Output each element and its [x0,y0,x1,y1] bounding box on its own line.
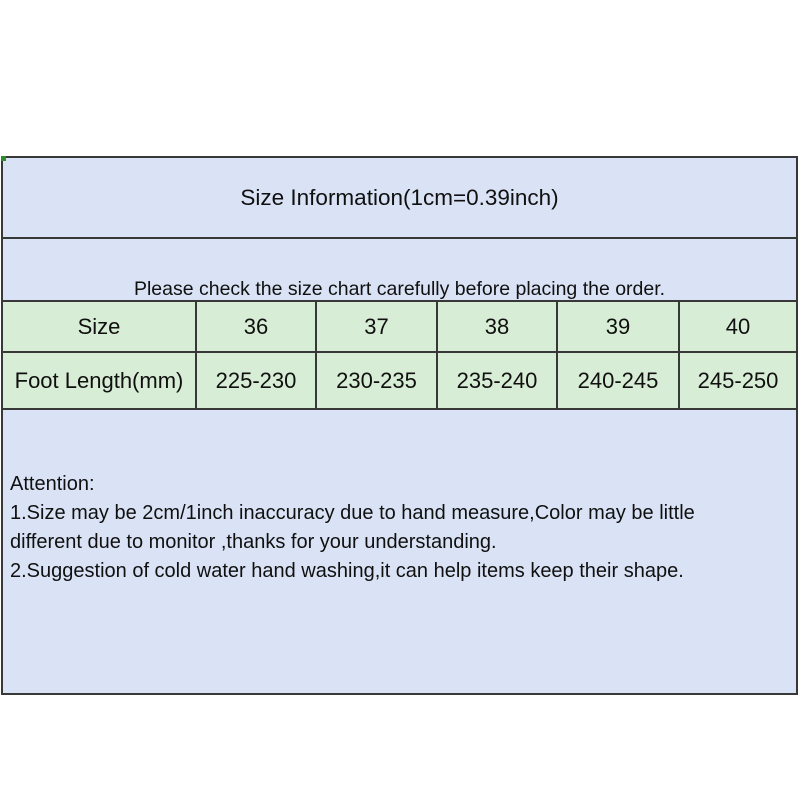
size-table: Size Information(1cm=0.39inch) Please ch… [0,156,799,695]
size-value-cell: 36 [195,300,317,353]
attention-row: Attention: 1.Size may be 2cm/1inch inacc… [0,408,799,695]
title-row: Size Information(1cm=0.39inch) [0,156,799,239]
attention-cell: Attention: 1.Size may be 2cm/1inch inacc… [0,408,799,695]
corner-artifact [1,156,6,161]
table-title: Size Information(1cm=0.39inch) [0,156,799,239]
foot-length-value-cell: 245-250 [677,351,799,410]
table-subtitle: Please check the size chart carefully be… [0,237,799,302]
size-row-label: Size [1,300,197,353]
attention-heading: Attention: [10,473,95,495]
foot-length-row-label: Foot Length(mm) [1,351,197,410]
foot-length-value-cell: 235-240 [436,351,558,410]
foot-length-value-cell: 230-235 [315,351,438,410]
size-value-cell: 37 [315,300,438,353]
attention-block: Attention: 1.Size may be 2cm/1inch inacc… [10,470,792,586]
attention-note-line: 1.Size may be 2cm/1inch inaccuracy due t… [10,502,695,524]
size-value-cell: 40 [677,300,799,353]
foot-length-value-cell: 240-245 [556,351,680,410]
size-row: Size 36 37 38 39 40 [1,300,799,353]
subtitle-row: Please check the size chart carefully be… [0,237,799,302]
attention-note-line: 2.Suggestion of cold water hand washing,… [10,560,684,582]
size-value-cell: 38 [436,300,558,353]
attention-note-line: different due to monitor ,thanks for you… [10,531,497,553]
size-value-cell: 39 [556,300,680,353]
foot-length-row: Foot Length(mm) 225-230 230-235 235-240 … [1,351,799,410]
foot-length-value-cell: 225-230 [195,351,317,410]
